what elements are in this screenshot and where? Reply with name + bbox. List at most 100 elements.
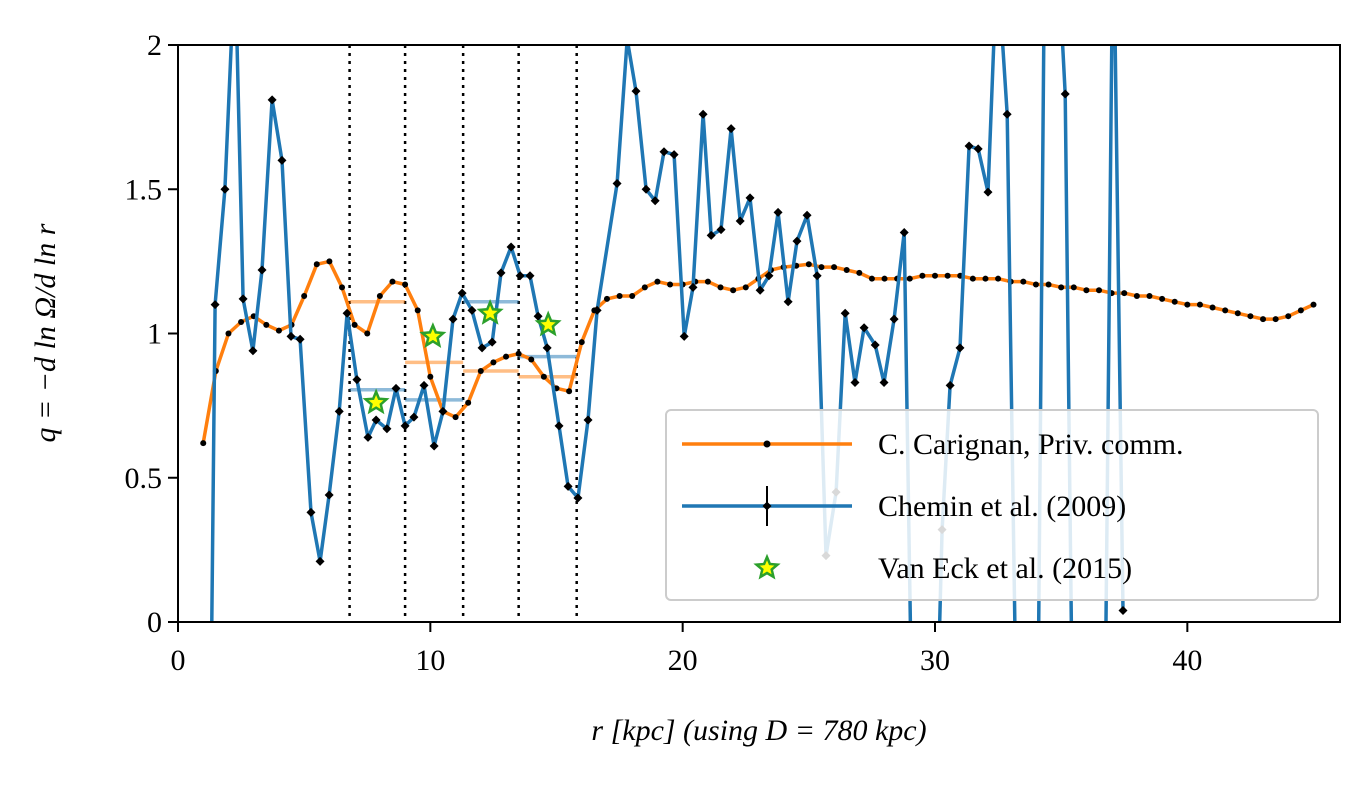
point [669,150,679,160]
point [371,415,381,425]
point [457,288,467,298]
point [533,311,543,321]
point [220,184,230,194]
point [716,225,726,235]
point [818,264,825,271]
point [1083,287,1090,294]
star-point [476,299,504,325]
point [263,321,270,328]
point [667,281,674,288]
point [706,230,716,240]
point [1184,301,1191,308]
point [583,415,593,425]
legend-label: C. Carignan, Priv. comm. [878,428,1184,461]
series-line [210,45,1125,622]
point [1121,290,1128,297]
point [438,406,448,416]
point [334,406,344,416]
point [654,278,661,285]
point [805,261,812,268]
point [1032,281,1039,288]
point [1020,278,1027,285]
point [554,421,564,431]
point [679,331,689,341]
point [603,295,610,302]
x-tick-label: 0 [171,644,186,677]
point [477,368,484,375]
y-tick-label: 0.5 [125,462,163,495]
point [225,330,232,337]
point [881,275,888,282]
point [919,272,926,279]
point [629,292,636,299]
point [870,340,880,350]
y-tick-label: 2 [147,29,162,62]
point [906,275,913,282]
point [850,378,860,388]
point [1118,605,1128,615]
point [306,507,316,517]
point [315,556,325,566]
point [641,184,651,194]
point [616,292,623,299]
x-tick-label: 40 [1172,644,1202,677]
point [506,242,516,252]
x-axis-label: r [kpc] (using D = 780 kpc) [591,714,926,747]
point [1247,313,1254,320]
point [342,308,352,318]
point [945,380,955,390]
point [812,271,822,281]
legend-box [665,409,1319,601]
point [490,359,497,366]
point [704,278,711,285]
point [326,258,333,265]
point [879,378,889,388]
point [324,490,334,500]
point [1209,304,1216,311]
point [840,308,850,318]
point [843,267,850,274]
point [301,292,308,299]
point [1272,316,1279,323]
point [899,228,909,238]
point [238,318,245,325]
point [1171,298,1178,305]
point [295,334,305,344]
point [448,314,458,324]
point [726,124,736,134]
point [339,284,346,291]
point [932,272,939,279]
point [238,294,248,304]
point [573,493,583,503]
x-tick-label: 30 [920,644,950,677]
star-point [362,388,390,415]
point [267,95,277,105]
point [735,216,745,226]
point [503,353,510,360]
point [856,269,863,276]
point [200,440,207,447]
point [515,271,525,281]
point [313,261,320,268]
point [389,278,396,285]
point [995,275,1002,282]
point [277,155,287,165]
legend-marker [762,501,772,511]
point [973,144,983,154]
star-point [419,322,447,348]
point [528,356,535,363]
point [641,284,648,291]
x-tick-label: 10 [415,644,445,677]
point [402,281,409,288]
point [1069,762,1078,771]
point [964,141,974,151]
point [1234,310,1241,317]
point [210,300,220,310]
point [889,314,899,324]
point [1133,292,1140,299]
point [477,343,487,353]
point [612,178,622,188]
point [515,350,522,357]
point [783,297,793,307]
